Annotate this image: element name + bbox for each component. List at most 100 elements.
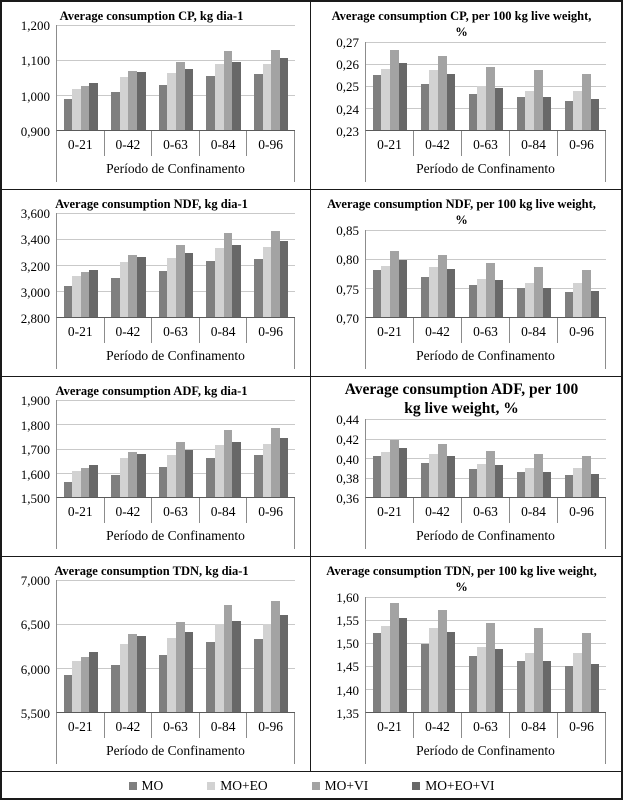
bar-MO+VI-0-63 bbox=[486, 451, 495, 497]
bar-MO+VI-0-63 bbox=[176, 442, 185, 497]
bar-MO-0-42 bbox=[420, 643, 430, 712]
bar-MO+VI-0-96 bbox=[271, 427, 280, 497]
bar-MO+VI-0-63 bbox=[176, 245, 185, 317]
chart-title-tdn-pct: Average consumption TDN, per 100 kg live… bbox=[326, 564, 597, 595]
x-axis-ndf-pct: 0-21 0-42 0-63 0-84 0-96 bbox=[365, 318, 606, 343]
y-tick-label: 1,200 bbox=[20, 18, 50, 34]
bar-MO+VI-0-21 bbox=[80, 272, 90, 317]
bar-MO+EO-0-96 bbox=[573, 91, 582, 130]
category-label: 0-21 bbox=[366, 131, 414, 156]
category-label: 0-96 bbox=[558, 131, 606, 156]
y-tick-label: 0,85 bbox=[336, 222, 359, 238]
bar-MO+VI-0-21 bbox=[80, 85, 90, 130]
y-tick-label: 5,500 bbox=[20, 706, 50, 721]
bar-MO-0-84 bbox=[516, 287, 526, 317]
bar-MO-0-21 bbox=[63, 482, 73, 497]
chart-cell-tdn-kg: Average consumption TDN, kg dia-1 5,500 6,… bbox=[2, 557, 311, 772]
bar-MO+EO-0-42 bbox=[429, 266, 438, 317]
bar-MO+EO-0-63 bbox=[477, 85, 486, 130]
y-tick-label: 0,40 bbox=[336, 451, 359, 467]
bar-MO+EO-0-21 bbox=[381, 265, 390, 317]
bar-MO+EO+VI-0-42 bbox=[136, 256, 146, 317]
bar-MO+EO-0-63 bbox=[167, 455, 176, 497]
bar-MO+VI-0-84 bbox=[223, 430, 233, 497]
bar-MO+EO-0-21 bbox=[72, 275, 81, 317]
bar-MO+VI-0-63 bbox=[486, 622, 495, 712]
x-axis-title: Período de Confinamento bbox=[106, 161, 245, 176]
chart-body-cp-kg: 0,900 1,000 1,100 1,200 0-21 0-42 0-63 0-84 0-96… bbox=[8, 18, 295, 182]
bar-MO+VI-0-63 bbox=[176, 61, 185, 130]
bar-MO+VI-0-84 bbox=[223, 232, 233, 317]
category-label: 0-42 bbox=[105, 318, 153, 343]
bar-MO+EO-0-42 bbox=[119, 261, 129, 317]
bar-MO-0-84 bbox=[516, 471, 526, 497]
bar-MO+VI-0-84 bbox=[223, 51, 233, 130]
bar-MO-0-42 bbox=[111, 91, 120, 130]
bar-MO+EO-0-96 bbox=[262, 64, 272, 130]
bar-MO+VI-0-42 bbox=[438, 254, 447, 317]
bar-MO+VI-0-96 bbox=[582, 632, 591, 712]
x-axis-title-row: Período de Confinamento bbox=[56, 343, 295, 369]
bar-MO+EO+VI-0-42 bbox=[446, 456, 456, 497]
bar-MO+VI-0-84 bbox=[534, 628, 543, 712]
bar-MO+VI-0-42 bbox=[438, 609, 447, 712]
bar-MO+VI-0-21 bbox=[390, 439, 399, 497]
bar-MO+EO+VI-0-42 bbox=[136, 453, 146, 497]
bar-MO-0-96 bbox=[564, 291, 574, 317]
category-label: 0-42 bbox=[105, 131, 153, 156]
y-axis-adf-kg: 1,500 1,600 1,700 1,800 1,900 bbox=[8, 393, 56, 506]
category-label: 0-63 bbox=[152, 498, 200, 523]
y-tick-label: 0,24 bbox=[336, 101, 359, 117]
bar-MO+EO+VI-0-84 bbox=[232, 620, 241, 712]
y-tick-label: 1,40 bbox=[336, 682, 359, 698]
bar-MO+VI-0-42 bbox=[128, 633, 137, 712]
gridline bbox=[366, 63, 606, 65]
bar-MO+EO-0-42 bbox=[119, 458, 129, 497]
bar-MO+EO+VI-0-21 bbox=[398, 618, 408, 712]
plot-area-cp-pct bbox=[365, 41, 606, 131]
category-label: 0-63 bbox=[462, 713, 510, 738]
chart-cell-tdn-pct: Average consumption TDN, per 100 kg live… bbox=[311, 557, 621, 772]
y-tick-label: 0,36 bbox=[336, 491, 359, 506]
bar-MO+VI-0-42 bbox=[438, 443, 447, 497]
gridline bbox=[57, 25, 295, 27]
y-tick-label: 7,000 bbox=[20, 573, 50, 589]
bar-MO-0-96 bbox=[254, 74, 263, 130]
bar-MO-0-42 bbox=[420, 83, 430, 130]
bar-MO+EO+VI-0-21 bbox=[89, 269, 98, 317]
chart-title-adf-kg: Average consumption ADF, kg dia-1 bbox=[55, 384, 248, 398]
bar-MO-0-84 bbox=[206, 457, 216, 497]
y-tick-label: 3,600 bbox=[20, 206, 50, 222]
bar-MO+EO-0-84 bbox=[525, 283, 534, 317]
category-label: 0-84 bbox=[200, 498, 248, 523]
bar-MO+VI-0-84 bbox=[534, 454, 543, 497]
x-axis-ndf-kg: 0-21 0-42 0-63 0-84 0-96 bbox=[56, 318, 295, 343]
chart-cell-ndf-pct: Average consumption NDF, per 100 kg live… bbox=[311, 190, 621, 377]
bar-MO+EO+VI-0-96 bbox=[279, 241, 289, 317]
x-axis-title: Período de Confinamento bbox=[416, 528, 555, 543]
bar-MO+EO+VI-0-96 bbox=[590, 664, 600, 712]
category-label: 0-96 bbox=[247, 498, 295, 523]
plot-area-tdn-pct bbox=[365, 596, 606, 713]
y-tick-label: 1,50 bbox=[336, 636, 359, 652]
y-tick-label: 3,000 bbox=[20, 284, 50, 300]
chart-title-ndf-kg: Average consumption NDF, kg dia-1 bbox=[55, 197, 248, 211]
category-label: 0-63 bbox=[152, 131, 200, 156]
y-tick-label: 0,75 bbox=[336, 281, 359, 297]
bar-MO+EO+VI-0-21 bbox=[398, 448, 408, 497]
y-axis-ndf-pct: 0,70 0,75 0,80 0,85 bbox=[317, 223, 365, 327]
gridline bbox=[57, 239, 295, 241]
bar-MO-0-42 bbox=[111, 278, 120, 317]
bar-MO-0-63 bbox=[158, 84, 168, 130]
bar-MO+VI-0-21 bbox=[390, 50, 399, 130]
category-label: 0-96 bbox=[558, 318, 606, 343]
y-tick-label: 3,200 bbox=[20, 258, 50, 274]
chart-body-tdn-kg: 5,500 6,000 6,500 7,000 0-21 0-42 0-63 0-84 0-96… bbox=[8, 573, 295, 764]
bar-MO-0-96 bbox=[254, 639, 263, 712]
bar-MO+EO+VI-0-84 bbox=[232, 61, 241, 130]
y-tick-label: 0,70 bbox=[336, 311, 359, 326]
x-axis-title-row: Período de Confinamento bbox=[365, 156, 606, 182]
gridline bbox=[366, 419, 606, 421]
legend-item-MO+EO+VI: MO+EO+VI bbox=[412, 778, 495, 794]
bar-MO+EO-0-21 bbox=[381, 452, 390, 497]
